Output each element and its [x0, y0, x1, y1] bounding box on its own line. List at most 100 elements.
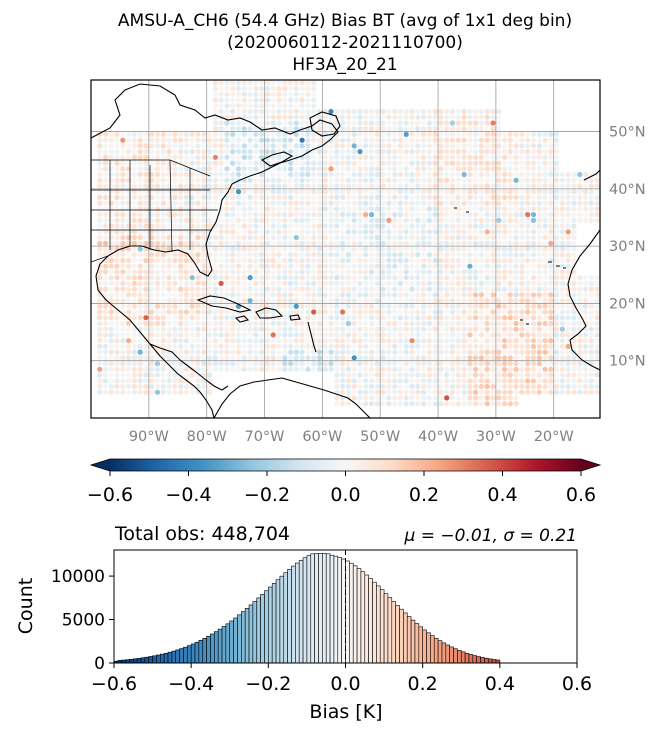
bias-dot: [126, 257, 132, 264]
bias-dot: [519, 332, 525, 338]
bias-dot: [502, 401, 508, 407]
bias-dot: [409, 212, 415, 218]
bias-dot: [490, 154, 496, 160]
bias-dot: [513, 292, 519, 298]
bias-dot: [120, 366, 126, 372]
bias-dot: [368, 343, 375, 349]
bias-dot: [322, 183, 328, 189]
bias-dot: [542, 269, 548, 275]
bias-dot: [172, 343, 178, 349]
bias-dot: [114, 292, 120, 298]
bias-dot: [507, 234, 513, 241]
bias-dot: [172, 332, 178, 338]
bias-dot: [328, 200, 334, 206]
bias-dot: [392, 223, 398, 229]
bias-dot: [230, 86, 236, 92]
histogram-bar: [129, 658, 134, 664]
bias-dot: [178, 292, 184, 298]
bias-dot: [409, 252, 415, 258]
bias-dot: [432, 280, 438, 286]
bias-dot: [183, 315, 189, 321]
bias-dot: [536, 229, 542, 235]
bias-dot: [120, 234, 126, 241]
bias-dot: [478, 263, 484, 269]
coastline-central-america: [149, 343, 229, 391]
bias-dot: [525, 234, 531, 241]
bias-dot: [259, 120, 265, 126]
histogram-bar: [179, 648, 184, 664]
bias-dot: [449, 177, 456, 183]
bias-dot: [473, 309, 479, 315]
bias-dot: [270, 149, 276, 155]
bias-dot: [438, 286, 444, 292]
bias-dot: [473, 401, 479, 407]
bias-dot: [299, 280, 305, 286]
bias-dot: [571, 223, 577, 229]
bias-dot: [484, 234, 490, 241]
bias-dot: [397, 206, 403, 212]
bias-dot: [415, 171, 421, 178]
bias-dot: [207, 171, 213, 178]
bias-dot: [478, 372, 484, 378]
bias-dot: [397, 131, 403, 137]
bias-dot: [490, 166, 496, 172]
bias-dot: [502, 298, 508, 304]
bias-dot: [334, 177, 340, 183]
bias-dot: [588, 315, 594, 321]
bias-dot: [207, 217, 213, 223]
bias-dot: [392, 389, 398, 395]
bias-dot: [409, 275, 415, 281]
bias-dot: [432, 315, 438, 321]
bias-dot: [149, 189, 155, 195]
bias-dot: [496, 343, 502, 349]
bias-dot: [212, 326, 218, 332]
bias-dot: [270, 234, 276, 241]
bias-dot: [363, 280, 369, 286]
bias-dot: [380, 137, 386, 143]
bias-dot: [207, 166, 213, 172]
bias-dot: [467, 166, 473, 172]
bias-dot: [397, 338, 403, 344]
bias-dot: [345, 171, 351, 178]
bias-dot: [259, 108, 265, 115]
bias-dot: [299, 303, 305, 309]
bias-dot: [409, 366, 415, 372]
bias-dot: [108, 372, 114, 378]
bias-dot: [461, 280, 467, 286]
bias-dot: [218, 280, 224, 286]
bias-dot: [507, 395, 513, 401]
bias-dot: [351, 240, 357, 246]
bias-dot: [195, 252, 201, 258]
bias-dot: [126, 326, 132, 332]
bias-dot: [473, 303, 479, 309]
colorbar-extend-high: [581, 459, 600, 471]
bias-dot: [154, 189, 161, 195]
bias-dot: [386, 315, 392, 321]
bias-dot: [577, 349, 583, 355]
bias-dot: [316, 234, 323, 241]
bias-dot: [473, 389, 479, 395]
bias-dot: [149, 309, 155, 315]
bias-dot: [478, 269, 484, 275]
bias-dot: [218, 320, 224, 327]
bias-dot: [137, 189, 143, 195]
bias-dot: [264, 257, 270, 264]
bias-dot: [478, 383, 484, 390]
bias-dot: [461, 200, 467, 206]
bias-dot: [380, 160, 386, 166]
bias-dot: [259, 91, 265, 97]
bias-dot: [380, 212, 386, 218]
bias-dot: [403, 183, 409, 189]
bias-dot: [467, 108, 473, 115]
bias-dot: [374, 114, 380, 120]
bias-dot: [270, 80, 276, 86]
bias-dot: [525, 280, 531, 286]
bias-dot: [131, 361, 137, 367]
bias-dot: [444, 298, 450, 304]
bias-dot: [328, 171, 334, 178]
bias-dot: [114, 223, 120, 229]
bias-dot: [172, 280, 178, 286]
bias-dot: [311, 275, 317, 281]
bias-dot: [114, 149, 120, 155]
bias-dot: [311, 234, 317, 241]
